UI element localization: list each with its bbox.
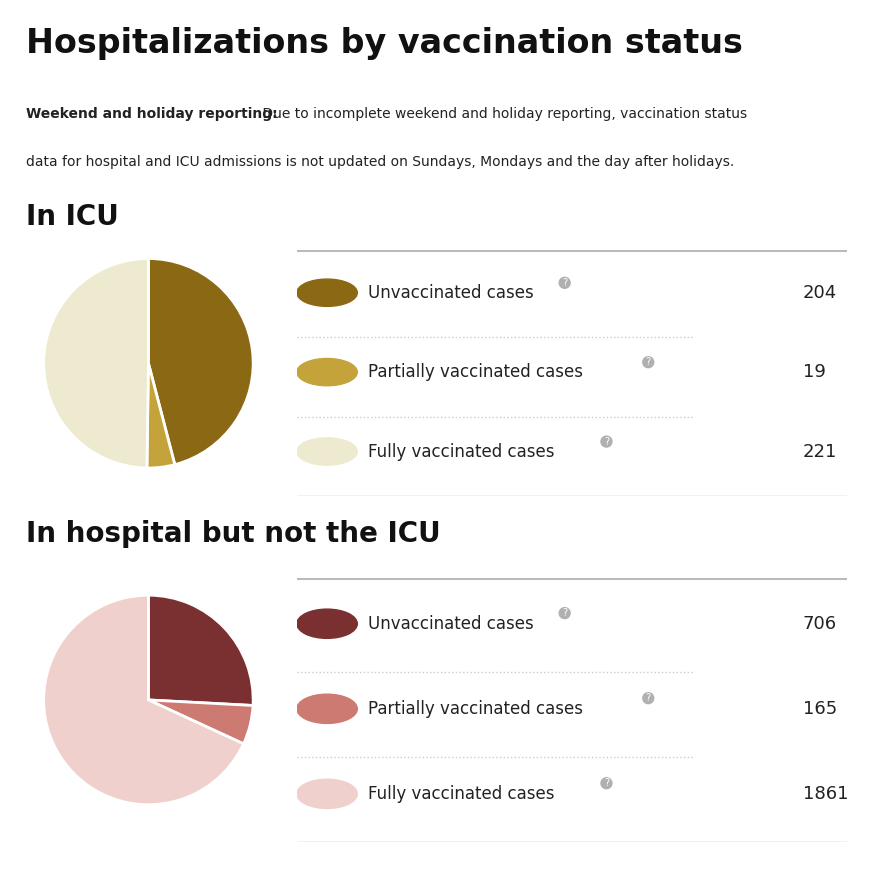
Text: Weekend and holiday reporting:: Weekend and holiday reporting: bbox=[26, 107, 278, 121]
Text: 1861: 1861 bbox=[803, 785, 849, 803]
Text: Unvaccinated cases: Unvaccinated cases bbox=[368, 615, 534, 633]
Text: ?: ? bbox=[562, 608, 567, 618]
Circle shape bbox=[297, 610, 357, 639]
Wedge shape bbox=[44, 259, 148, 468]
Circle shape bbox=[297, 359, 357, 385]
Text: In ICU: In ICU bbox=[26, 203, 119, 230]
Wedge shape bbox=[44, 595, 244, 804]
Text: ?: ? bbox=[646, 693, 651, 703]
Text: 221: 221 bbox=[803, 442, 837, 461]
Text: ?: ? bbox=[646, 357, 651, 367]
Wedge shape bbox=[148, 259, 253, 464]
Text: 165: 165 bbox=[803, 700, 837, 718]
Text: ?: ? bbox=[562, 278, 567, 288]
Circle shape bbox=[297, 695, 357, 723]
Text: Partially vaccinated cases: Partially vaccinated cases bbox=[368, 700, 583, 718]
Text: Hospitalizations by vaccination status: Hospitalizations by vaccination status bbox=[26, 27, 743, 60]
Text: Due to incomplete weekend and holiday reporting, vaccination status: Due to incomplete weekend and holiday re… bbox=[258, 107, 746, 121]
Text: ?: ? bbox=[604, 778, 609, 789]
Circle shape bbox=[297, 438, 357, 465]
Text: Partially vaccinated cases: Partially vaccinated cases bbox=[368, 363, 583, 381]
Text: Fully vaccinated cases: Fully vaccinated cases bbox=[368, 785, 555, 803]
Wedge shape bbox=[148, 595, 253, 705]
Circle shape bbox=[297, 279, 357, 307]
Text: ?: ? bbox=[604, 437, 609, 447]
Wedge shape bbox=[147, 363, 175, 468]
Text: data for hospital and ICU admissions is not updated on Sundays, Mondays and the : data for hospital and ICU admissions is … bbox=[26, 155, 734, 169]
Text: In hospital but not the ICU: In hospital but not the ICU bbox=[26, 520, 441, 548]
Text: 19: 19 bbox=[803, 363, 826, 381]
Text: Fully vaccinated cases: Fully vaccinated cases bbox=[368, 442, 555, 461]
Text: 706: 706 bbox=[803, 615, 837, 633]
Text: 204: 204 bbox=[803, 284, 837, 302]
Text: Unvaccinated cases: Unvaccinated cases bbox=[368, 284, 534, 302]
Circle shape bbox=[297, 780, 357, 808]
Wedge shape bbox=[148, 700, 253, 744]
